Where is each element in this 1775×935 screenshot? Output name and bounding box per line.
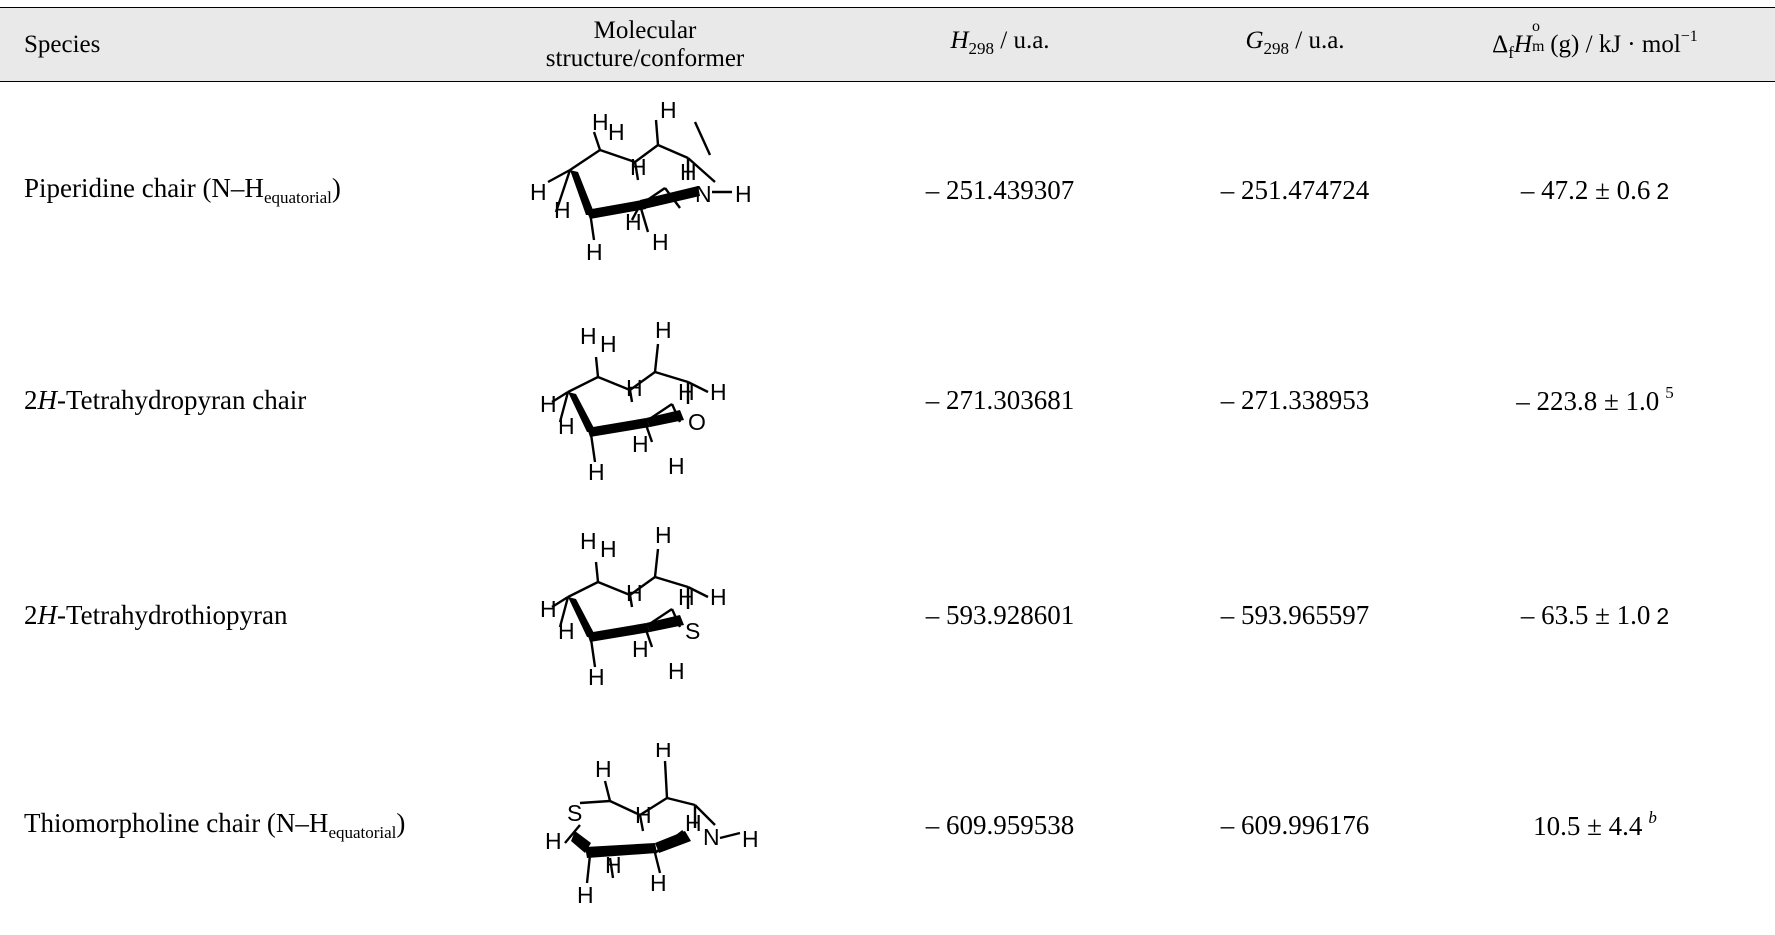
svg-text:H: H (530, 179, 547, 205)
svg-text:H: H (652, 229, 669, 255)
h298-value: – 251.439307 (925, 174, 1075, 205)
header-species: Species (24, 30, 101, 58)
svg-text:S: S (685, 618, 700, 644)
svg-text:H: H (540, 596, 557, 622)
h298-value: – 593.928601 (925, 599, 1075, 630)
svg-text:H: H (632, 431, 649, 457)
svg-text:H: H (588, 664, 605, 690)
species-name: Thiomorpholine chair (N–Hequatorial) (24, 807, 406, 842)
svg-text:S: S (567, 800, 582, 826)
svg-text:H: H (577, 882, 594, 908)
svg-text:H: H (600, 536, 617, 562)
molecule-structure-tetrahydrothiopyran: H H H H H H H H H H H S (540, 522, 760, 707)
svg-text:H: H (592, 109, 609, 135)
svg-text:H: H (635, 802, 652, 828)
g298-value: – 251.474724 (1220, 174, 1370, 205)
svg-text:H: H (655, 322, 672, 343)
svg-text:H: H (678, 379, 695, 405)
reference-marker: 2 (1656, 177, 1670, 204)
dfh-value: – 63.5 ± 1.0 2 (1520, 599, 1670, 630)
header-dfh: ΔfH o m (g) / kJ · mol−1 (1492, 17, 1698, 62)
g298-value: – 271.338953 (1220, 384, 1370, 415)
svg-text:H: H (742, 826, 759, 852)
table-row: 2H-Tetrahydrothiopyran (0, 505, 1775, 725)
svg-text:N: N (695, 181, 712, 207)
svg-text:H: H (588, 459, 605, 485)
table-header: Species Molecular structure/conformer H2… (0, 7, 1775, 82)
header-h298: H298 / u.a. (950, 26, 1050, 58)
svg-text:H: H (668, 453, 685, 479)
chair-conformer-drawing: H H H H H H H H H H N H (530, 97, 752, 265)
svg-text:H: H (685, 810, 702, 836)
svg-text:H: H (735, 181, 752, 207)
svg-text:N: N (703, 824, 720, 850)
reference-marker: b (1648, 808, 1657, 827)
h298-value: – 609.959538 (925, 809, 1075, 840)
g298-value: – 609.996176 (1220, 809, 1370, 840)
molecule-structure-piperidine: H H H H H H H H H H N H (530, 97, 760, 285)
species-name: Piperidine chair (N–Hequatorial) (24, 172, 341, 207)
chair-conformer-drawing: S H H H H H H H H N H (545, 736, 759, 908)
header-structure: Molecular structure/conformer (470, 8, 820, 81)
svg-text:H: H (626, 375, 643, 401)
table-row: 2H-Tetrahydropyran chair (0, 290, 1775, 510)
chair-conformer-drawing: H H H H H H H H H H H S (540, 522, 727, 690)
table-row: Thiomorpholine chair (N–Hequatorial) (0, 715, 1775, 935)
svg-text:H: H (680, 159, 697, 185)
header-g298: G298 / u.a. (1245, 26, 1345, 58)
table-row: Piperidine chair (N–Hequatorial) (0, 80, 1775, 300)
header-structure-line1: Molecular (593, 16, 697, 44)
svg-text:H: H (660, 100, 677, 123)
svg-text:H: H (632, 636, 649, 662)
svg-text:H: H (554, 197, 571, 223)
svg-text:H: H (580, 323, 597, 349)
svg-text:H: H (605, 852, 622, 878)
svg-text:H: H (668, 658, 685, 684)
h298-value: – 271.303681 (925, 384, 1075, 415)
chair-conformer-drawing: H H H H H H H H H H H O (540, 317, 727, 485)
header-structure-line2: structure/conformer (545, 44, 745, 72)
dfh-value: – 47.2 ± 0.6 2 (1520, 174, 1670, 205)
svg-text:H: H (710, 379, 727, 405)
svg-text:H: H (678, 584, 695, 610)
svg-text:H: H (650, 870, 667, 896)
svg-text:H: H (608, 119, 625, 145)
g298-value: – 593.965597 (1220, 599, 1370, 630)
svg-text:O: O (688, 409, 706, 435)
svg-text:H: H (545, 828, 562, 854)
reference-marker: 5 (1665, 383, 1674, 402)
svg-text:H: H (580, 528, 597, 554)
species-name: 2H-Tetrahydropyran chair (24, 384, 307, 415)
dfh-value: – 223.8 ± 1.0 5 (1516, 383, 1674, 416)
svg-text:H: H (630, 154, 647, 180)
svg-text:H: H (558, 618, 575, 644)
molecule-structure-thiomorpholine: S H H H H H H H H N H (535, 736, 765, 923)
svg-text:H: H (586, 239, 603, 265)
svg-text:H: H (655, 527, 672, 548)
svg-text:H: H (710, 584, 727, 610)
svg-text:H: H (558, 413, 575, 439)
svg-text:H: H (625, 209, 642, 235)
svg-text:H: H (595, 756, 612, 782)
svg-text:H: H (626, 580, 643, 606)
reference-marker: 2 (1656, 602, 1670, 629)
species-name: 2H-Tetrahydrothiopyran (24, 599, 288, 630)
dfh-value: 10.5 ± 4.4 b (1533, 808, 1657, 841)
svg-text:H: H (540, 391, 557, 417)
molecule-structure-tetrahydropyran: H H H H H H H H H H H O (540, 317, 760, 497)
svg-text:H: H (600, 331, 617, 357)
svg-text:H: H (655, 743, 672, 762)
